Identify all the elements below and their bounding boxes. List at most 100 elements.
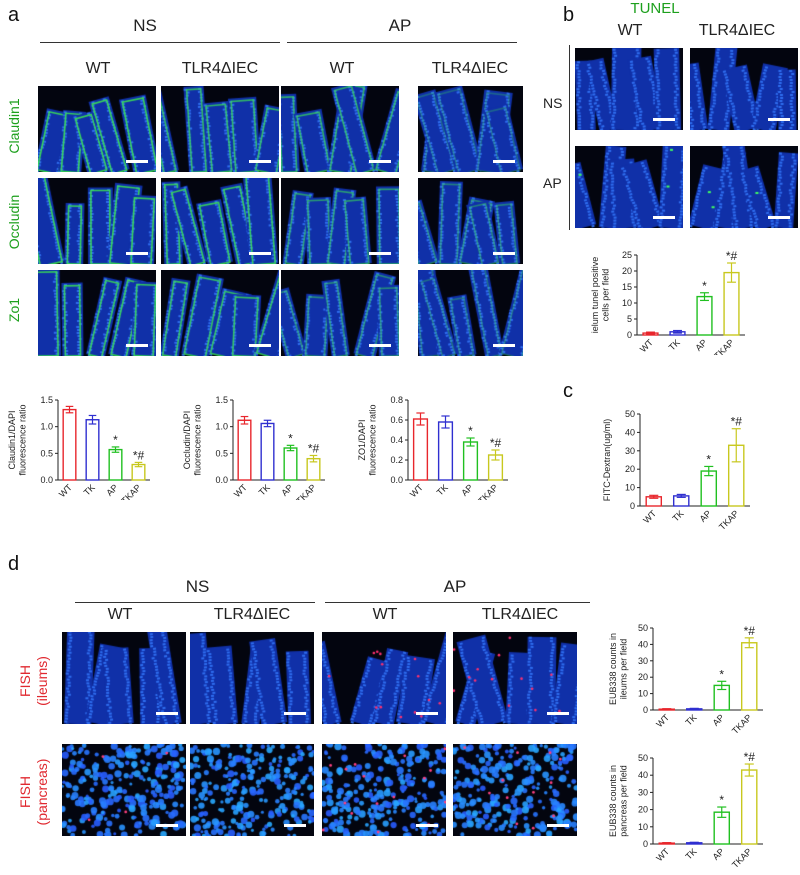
micrograph-tunel: [575, 48, 683, 130]
bar-wt: [62, 408, 77, 481]
micrograph-tunel: [690, 48, 798, 130]
scale-bar: [493, 344, 515, 347]
y-axis-label: Occludin/DAPIfluorescence ratio: [182, 404, 202, 475]
column-title-tlr4: TLR4ΔIEC: [698, 22, 776, 39]
row-label-fish-pancreas: FISH (pancreas): [17, 758, 50, 826]
x-tick-label: TKAP: [730, 846, 754, 870]
x-tick-label: AP: [698, 508, 714, 524]
y-tick-label: 20: [622, 266, 632, 276]
x-tick-label: TK: [683, 846, 698, 861]
x-tick-label: TK: [435, 482, 450, 497]
row-label-ns: NS: [543, 95, 563, 111]
bar-tk: [260, 422, 275, 481]
column-title-wt: WT: [617, 22, 643, 39]
y-tick-label: 0.5: [215, 448, 228, 458]
x-tick-label: TK: [667, 337, 682, 352]
significance-mark: *#: [726, 249, 738, 263]
scale-bar: [547, 712, 569, 715]
y-tick-label: 20: [638, 672, 648, 682]
significance-mark: *: [719, 793, 724, 807]
occludin-ratio-chart: 0.0 0.5 1.0 1.5 Occludin/DAPIfluorescence ra…: [182, 395, 325, 500]
micrograph-fish-ileums: [62, 632, 186, 724]
column-title-wt: WT: [107, 606, 133, 623]
row-label-occludin: Occludin: [6, 194, 22, 250]
significance-mark: *#: [731, 415, 743, 429]
row-label-fish-ileums: FISH (ileums): [17, 656, 50, 706]
micrograph-fish-pancreas: [453, 744, 577, 836]
scale-bar: [493, 252, 515, 255]
group-title-ns: NS: [185, 577, 210, 596]
eub338-pancreas-chart: 0 10 20 30 40 50 EUB338 counts inpancreas per …: [608, 750, 763, 870]
x-tick-label: AP: [459, 482, 475, 498]
significance-mark: *: [706, 452, 711, 466]
y-tick-label: 30: [638, 787, 648, 797]
micrograph-fish-pancreas: [322, 744, 446, 836]
row-label-zo1: Zo1: [6, 297, 22, 323]
micrograph-a: [418, 86, 523, 172]
y-tick-label: 0.0: [390, 475, 403, 485]
scale-bar: [547, 824, 569, 827]
micrograph-fish-pancreas: [62, 744, 186, 836]
significance-mark: *: [113, 433, 118, 447]
x-tick-label: TK: [683, 712, 698, 727]
y-axis-label: Claudin1/DAPIfluorescence ratio: [7, 404, 27, 475]
y-axis-label: ZO1/DAPIfluorescence ratio: [357, 404, 377, 475]
y-tick-label: 25: [622, 250, 632, 260]
x-tick-label: TK: [670, 508, 685, 523]
micrograph-a: [161, 178, 279, 264]
scale-bar: [156, 824, 178, 827]
significance-mark: *#: [744, 624, 756, 638]
significance-mark: *#: [744, 750, 756, 764]
scale-bar: [493, 160, 515, 163]
eub338-ileums-chart: 0 10 20 30 40 50 EUB338 counts inileums per fi…: [608, 623, 763, 736]
micrograph-a: [418, 178, 523, 264]
bar-tk: [85, 419, 100, 481]
scale-bar: [249, 160, 271, 163]
scale-bar: [126, 160, 148, 163]
divider-ns: [75, 602, 315, 603]
y-tick-label: 30: [638, 656, 648, 666]
x-tick-label: TK: [257, 482, 272, 497]
significance-mark: *: [288, 431, 293, 445]
y-tick-label: 30: [625, 446, 635, 456]
zo1-ratio-chart: 0.0 0.2 0.4 0.6 0.8 ZO1/DAPIfluorescence rati…: [357, 395, 508, 500]
micrograph-a: [281, 178, 399, 264]
x-tick-label: WT: [654, 846, 671, 863]
bar-tkap: [740, 642, 758, 711]
scale-bar: [369, 344, 391, 347]
y-tick-label: 50: [625, 409, 635, 419]
divider-ap: [325, 602, 590, 603]
column-title-tlr4: TLR4ΔIEC: [481, 606, 559, 623]
x-tick-label: WT: [654, 712, 671, 729]
x-tick-label: TKAP: [294, 482, 318, 500]
micrograph-a: [418, 270, 523, 356]
y-tick-label: 20: [625, 464, 635, 474]
significance-mark: *#: [133, 448, 145, 462]
scale-bar: [156, 712, 178, 715]
x-tick-label: AP: [711, 712, 727, 728]
scale-bar: [284, 824, 306, 827]
panel-letter-a: a: [8, 4, 20, 26]
row-label-ap: AP: [543, 175, 562, 191]
bar-wt: [237, 419, 252, 481]
y-tick-label: 40: [638, 770, 648, 780]
bar-ap: [700, 470, 718, 507]
y-tick-label: 0.8: [390, 395, 403, 405]
bar-ap: [696, 295, 713, 336]
scale-bar: [653, 216, 675, 219]
x-tick-label: WT: [57, 482, 74, 499]
scale-bar: [653, 118, 675, 121]
row-label-claudin1: Claudin1: [6, 98, 22, 154]
x-tick-label: WT: [232, 482, 249, 499]
micrograph-a: [38, 270, 156, 356]
y-tick-label: 10: [625, 483, 635, 493]
y-axis-label: FITC-Dextran(ug/ml): [602, 419, 612, 502]
y-tick-label: 0: [643, 839, 648, 849]
micrograph-fish-ileums: [190, 632, 314, 724]
panel-letter-b: b: [563, 4, 575, 26]
bar-tk: [437, 421, 454, 481]
divider-ns: [40, 42, 280, 43]
micrograph-a: [281, 86, 399, 172]
micrograph-a: [281, 270, 399, 356]
y-tick-label: 50: [638, 753, 648, 763]
